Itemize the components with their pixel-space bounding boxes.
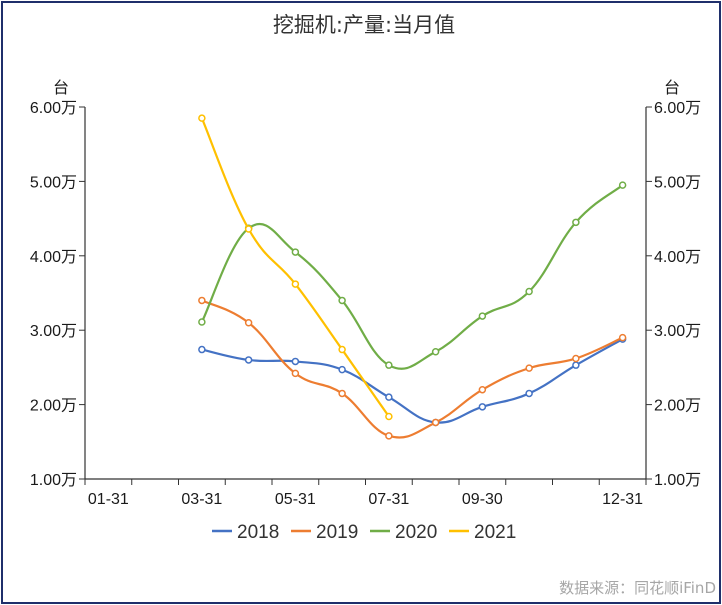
series-2019	[198, 296, 627, 440]
data-point[interactable]	[478, 403, 487, 411]
data-point[interactable]	[291, 369, 300, 378]
x-tick-label: 12-31	[602, 491, 643, 508]
series-2020	[198, 181, 627, 370]
data-point[interactable]	[525, 389, 533, 398]
data-point[interactable]	[385, 361, 393, 369]
x-tick-label: 07-31	[368, 491, 409, 508]
data-point[interactable]	[338, 345, 346, 354]
data-point[interactable]	[244, 356, 253, 364]
legend-label: 2021	[474, 522, 516, 543]
data-point[interactable]	[525, 364, 533, 372]
legend: 2018 2019 2020 2021	[212, 522, 516, 543]
y-tick-label-right: 4.00万	[654, 249, 701, 266]
y-tick-label-right: 2.00万	[654, 398, 701, 415]
axes: 1.00万 1.00万 2.00万 2.00万 3.00万 3.00万 4.00万 4.00万…	[30, 100, 701, 508]
data-point[interactable]	[478, 385, 487, 394]
data-point[interactable]	[198, 296, 206, 305]
data-point[interactable]	[198, 345, 206, 354]
line-chart: 挖掘机:产量:当月值 台 台 1.00万 1.00万 2.00万 2.00万 3.00万…	[30, 13, 716, 597]
y-tick-label-left: 4.00万	[30, 249, 77, 266]
y-tick-label-left: 3.00万	[30, 323, 77, 340]
data-point[interactable]	[385, 393, 393, 401]
x-tick-label: 01-31	[88, 491, 129, 508]
data-point[interactable]	[244, 225, 253, 233]
series-line-2018	[200, 338, 624, 424]
y-tick-label-left: 5.00万	[30, 174, 77, 191]
y-tick-label-right: 3.00万	[654, 323, 701, 340]
data-point[interactable]	[291, 248, 300, 256]
data-point[interactable]	[198, 318, 206, 326]
legend-item-2021[interactable]: 2021	[449, 522, 516, 543]
legend-item-2019[interactable]: 2019	[291, 522, 358, 543]
data-point[interactable]	[338, 296, 346, 305]
data-point[interactable]	[618, 333, 627, 342]
series-line-2020	[200, 184, 624, 370]
data-point[interactable]	[431, 418, 440, 427]
y-axis-unit-right: 台	[664, 78, 680, 97]
data-point[interactable]	[572, 361, 580, 369]
y-tick-label-left: 6.00万	[30, 100, 77, 117]
x-tick-label: 03-31	[181, 491, 222, 508]
data-point[interactable]	[525, 287, 533, 296]
legend-label: 2018	[237, 522, 279, 543]
y-tick-label-right: 6.00万	[654, 100, 701, 117]
y-tick-label-right: 1.00万	[654, 472, 701, 489]
legend-label: 2020	[395, 522, 437, 543]
y-tick-label-left: 2.00万	[30, 398, 77, 415]
legend-label: 2019	[316, 522, 358, 543]
data-point[interactable]	[478, 312, 487, 320]
data-point[interactable]	[618, 181, 627, 189]
data-point[interactable]	[198, 114, 206, 122]
series-line-2019	[200, 299, 624, 439]
data-point[interactable]	[572, 218, 580, 227]
legend-item-2020[interactable]: 2020	[370, 522, 437, 543]
data-point[interactable]	[291, 280, 300, 288]
data-point[interactable]	[385, 432, 393, 440]
x-tick-label: 09-30	[462, 491, 503, 508]
data-source-note: 数据来源：同花顺iFinD	[559, 579, 716, 597]
series-layer	[198, 114, 627, 440]
data-point[interactable]	[338, 365, 346, 374]
chart-title: 挖掘机:产量:当月值	[273, 13, 455, 37]
y-tick-label-right: 5.00万	[654, 174, 701, 191]
data-point[interactable]	[385, 412, 393, 421]
data-point[interactable]	[338, 389, 346, 398]
data-point[interactable]	[572, 354, 580, 363]
data-point[interactable]	[431, 348, 440, 356]
data-point[interactable]	[291, 357, 300, 366]
y-axis-unit-left: 台	[53, 78, 69, 97]
series-2018	[198, 335, 627, 427]
series-2021	[198, 114, 393, 421]
x-tick-label: 05-31	[275, 491, 316, 508]
y-tick-label-left: 1.00万	[30, 472, 77, 489]
data-point[interactable]	[244, 319, 253, 327]
legend-item-2018[interactable]: 2018	[212, 522, 279, 543]
